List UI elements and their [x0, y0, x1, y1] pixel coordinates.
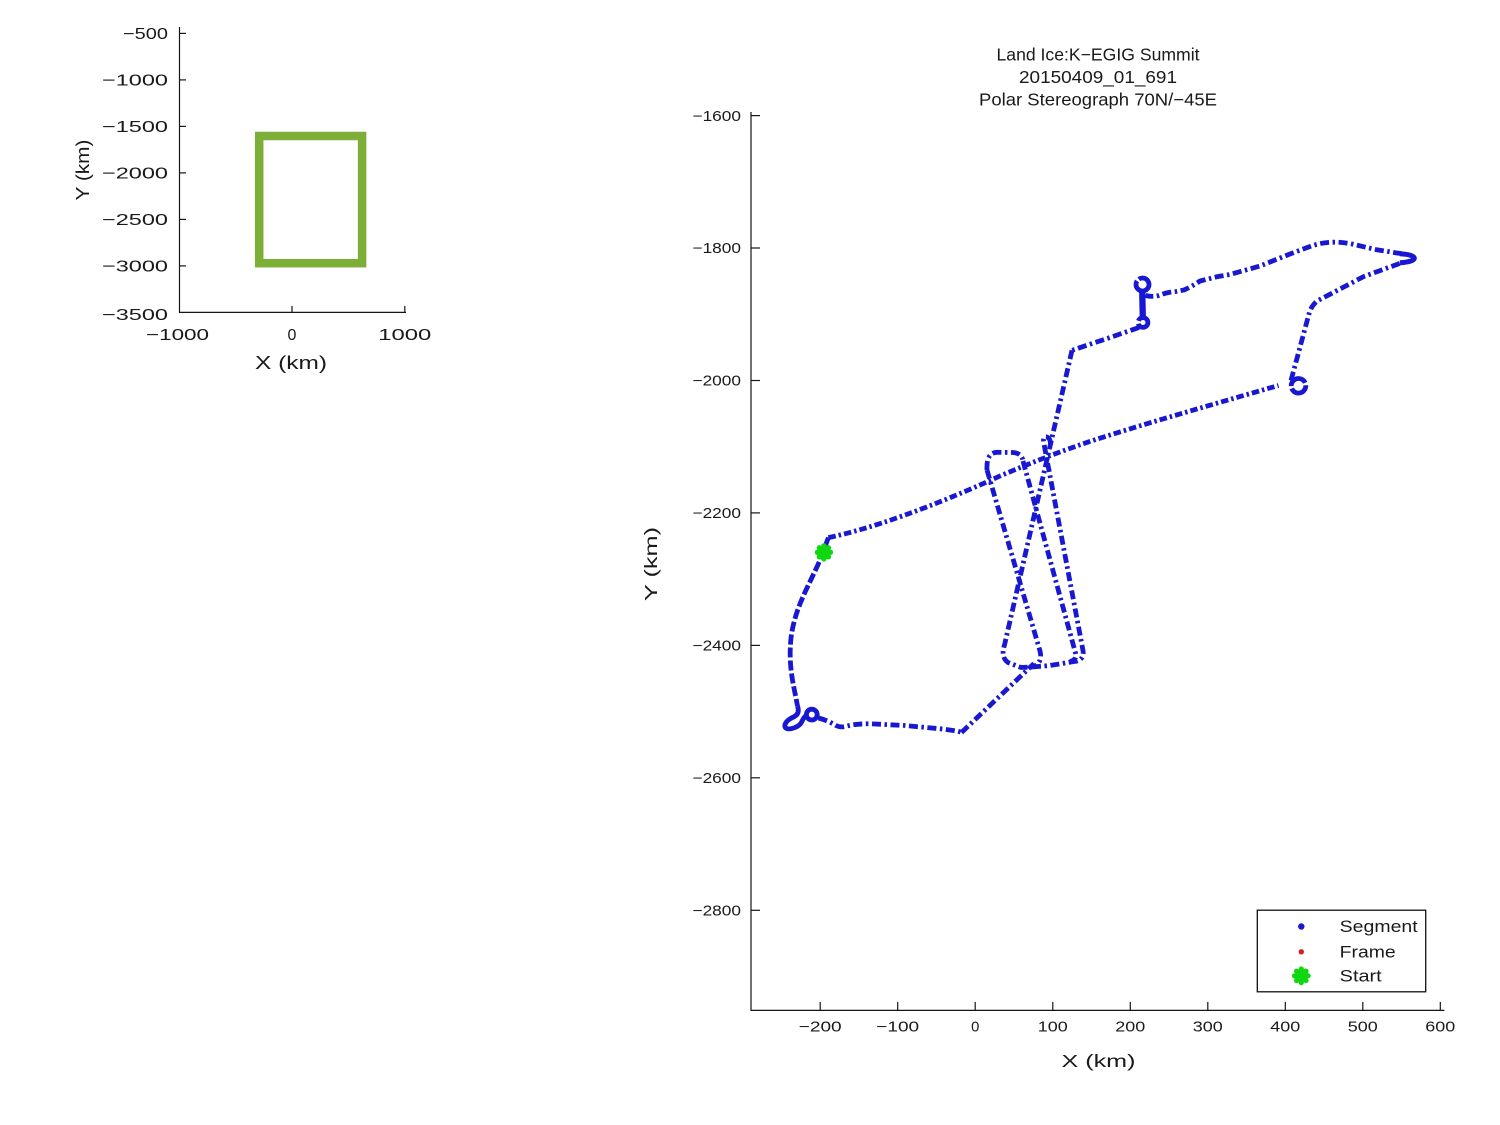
- svg-text:−1500: −1500: [102, 119, 168, 136]
- svg-text:−2500: −2500: [102, 212, 168, 229]
- svg-text:Y (km): Y (km): [641, 527, 661, 601]
- svg-text:−2000: −2000: [102, 166, 168, 183]
- svg-text:−3500: −3500: [102, 307, 168, 324]
- svg-text:400: 400: [1270, 1020, 1300, 1036]
- svg-text:−2800: −2800: [693, 904, 742, 920]
- svg-text:Segment: Segment: [1340, 918, 1418, 936]
- svg-text:−100: −100: [876, 1020, 919, 1036]
- svg-text:−2200: −2200: [693, 506, 742, 522]
- svg-text:Y (km): Y (km): [72, 140, 93, 201]
- svg-text:Frame: Frame: [1340, 943, 1396, 961]
- svg-text:X (km): X (km): [1062, 1051, 1136, 1071]
- svg-text:−2600: −2600: [693, 771, 742, 787]
- svg-text:Start: Start: [1340, 967, 1382, 985]
- svg-text:−500: −500: [123, 26, 168, 43]
- svg-text:100: 100: [1038, 1020, 1068, 1036]
- svg-text:−3000: −3000: [102, 259, 168, 276]
- svg-text:−1000: −1000: [102, 73, 168, 90]
- svg-text:500: 500: [1348, 1020, 1378, 1036]
- svg-text:1000: 1000: [378, 327, 431, 344]
- svg-text:−1800: −1800: [693, 241, 742, 257]
- svg-text:20150409_01_691: 20150409_01_691: [1019, 67, 1177, 88]
- svg-text:600: 600: [1425, 1020, 1455, 1036]
- svg-text:−200: −200: [799, 1020, 842, 1036]
- svg-text:300: 300: [1193, 1020, 1223, 1036]
- svg-text:Polar Stereograph 70N/−45E: Polar Stereograph 70N/−45E: [979, 90, 1217, 110]
- svg-text:−1000: −1000: [146, 327, 209, 344]
- svg-text:Land Ice:K−EGIG Summit: Land Ice:K−EGIG Summit: [997, 45, 1200, 65]
- svg-text:−1600: −1600: [693, 109, 742, 125]
- svg-text:200: 200: [1115, 1020, 1145, 1036]
- svg-text:X (km): X (km): [255, 352, 327, 373]
- svg-text:−2000: −2000: [693, 374, 742, 390]
- svg-text:−2400: −2400: [693, 639, 742, 655]
- svg-text:0: 0: [971, 1020, 979, 1036]
- svg-text:0: 0: [288, 327, 297, 344]
